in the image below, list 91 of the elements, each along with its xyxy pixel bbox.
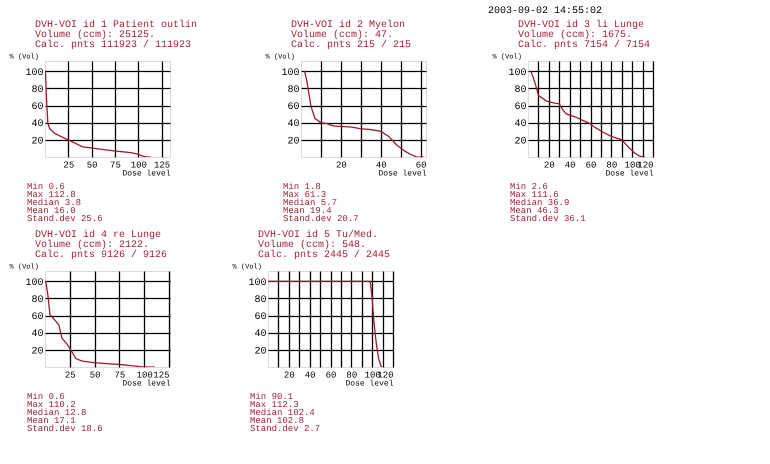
text: Median 102.4 xyxy=(250,408,315,418)
y-tick-label: 80 xyxy=(514,84,526,96)
line-series xyxy=(304,70,424,157)
chart-title: DVH-VOI id 4 re Lunge xyxy=(35,229,162,241)
text: Mean 17.1 xyxy=(27,416,76,426)
text: Mean 19.4 xyxy=(283,206,332,216)
y-tick-label: 20 xyxy=(254,346,266,358)
y-tick-label: 80 xyxy=(31,84,44,96)
x-tick-label: 80 xyxy=(606,160,618,170)
y-tick-label: 100 xyxy=(25,68,44,79)
x-axis-title: Dose level xyxy=(122,380,171,388)
y-tick-label: 80 xyxy=(31,294,44,306)
y-tick-label: 20 xyxy=(31,136,44,148)
x-tick-label: 50 xyxy=(90,370,101,380)
text: Median 36.9 xyxy=(510,198,570,208)
y-tick-label: 40 xyxy=(31,119,44,130)
y-tick-label: 100 xyxy=(248,278,266,289)
x-tick-label: 20 xyxy=(336,160,347,170)
x-tick-label: 20 xyxy=(544,160,555,170)
chart-subtitle: Volume (ccm): 47. Calc. pnts 215 / 215 xyxy=(291,29,412,51)
x-tick-label: 60 xyxy=(416,160,427,170)
x-tick-label: 80 xyxy=(346,370,358,380)
text: Max 112.3 xyxy=(250,400,299,410)
line-series xyxy=(45,280,155,367)
y-tick-label: 100 xyxy=(25,278,44,289)
x-tick-label: 125 xyxy=(154,160,170,170)
text: Mean 102.8 xyxy=(250,416,304,426)
x-axis-title: Dose level xyxy=(605,170,654,178)
y-tick-label: 40 xyxy=(254,329,266,340)
y-tick-label: 60 xyxy=(514,102,526,114)
x-axis-title: Dose level xyxy=(122,170,171,178)
text: Max 110.2 xyxy=(27,400,76,410)
text: Min 2.6 xyxy=(510,182,548,192)
y-tick-label: 20 xyxy=(514,136,526,148)
x-tick-label: 40 xyxy=(376,160,387,170)
y-tick-label: 60 xyxy=(31,312,44,324)
text: Stand.dev 36.1 xyxy=(510,214,586,224)
y-tick-label: 60 xyxy=(31,102,44,114)
x-tick-label: 125 xyxy=(153,370,170,380)
text: Max 112.8 xyxy=(27,190,76,200)
y-tick-label: 40 xyxy=(514,119,526,130)
chart-title: DVH-VOI id 3 li Lunge xyxy=(518,19,644,31)
text: Median 5.7 xyxy=(283,198,338,208)
chart-subtitle: Volume (ccm): 548. Calc. pnts 2445 / 2445 xyxy=(258,239,390,261)
x-axis-title: Dose level xyxy=(378,170,427,178)
text: Stand.dev 2.7 xyxy=(250,424,320,434)
text: Median 3.8 xyxy=(27,198,82,208)
text: 2003-09-02 14:55:02 xyxy=(488,6,602,17)
y-tick-label: 60 xyxy=(287,102,300,114)
y-tick-label: 100 xyxy=(508,68,526,79)
x-tick-label: 40 xyxy=(564,160,576,170)
text: Min 1.8 xyxy=(283,182,321,192)
line-series xyxy=(530,70,645,157)
line-series xyxy=(45,70,151,157)
y-tick-label: 100 xyxy=(281,68,300,79)
text: Stand.dev 20.7 xyxy=(283,214,359,224)
x-tick-label: 25 xyxy=(63,160,74,170)
text: Min 90.1 xyxy=(250,392,294,402)
text: Min 0.6 xyxy=(27,182,65,192)
text: Median 12.8 xyxy=(27,408,86,418)
y-tick-label: 40 xyxy=(287,119,300,130)
x-tick-label: 75 xyxy=(114,370,126,380)
text: Stand.dev 25.6 xyxy=(27,214,103,224)
x-tick-label: 50 xyxy=(86,160,98,170)
text: Mean 46.3 xyxy=(510,206,559,216)
y-tick-label: 60 xyxy=(254,312,266,324)
x-tick-label: 60 xyxy=(586,160,596,170)
y-tick-label: 80 xyxy=(287,84,300,96)
x-tick-label: 100 xyxy=(136,370,153,380)
chart-title: DVH-VOI id 5 Tu/Med. xyxy=(258,229,378,241)
chart-title: DVH-VOI id 2 Myelon xyxy=(291,19,406,31)
chart-subtitle: Volume (ccm): 2122. Calc. pnts 9126 / 9126 xyxy=(35,239,168,261)
x-tick-label: 75 xyxy=(110,160,121,170)
y-tick-label: 40 xyxy=(31,329,44,340)
x-tick-label: 40 xyxy=(304,370,316,380)
x-tick-label: 100 xyxy=(130,160,147,170)
x-axis-title: Dose level xyxy=(345,380,394,388)
y-tick-label: 80 xyxy=(254,294,266,306)
chart-subtitle: Volume (ccm): 25125. Calc. pnts 111923 / 111923 xyxy=(35,29,192,51)
y-tick-label: 20 xyxy=(287,136,300,148)
text: Min 0.6 xyxy=(27,392,65,402)
text: Mean 16.0 xyxy=(27,206,76,216)
chart-subtitle: Volume (ccm): 1675. Calc. pnts 7154 / 7154 xyxy=(518,29,650,51)
line-series xyxy=(268,280,383,367)
x-tick-label: 25 xyxy=(64,370,76,380)
text: Max 61.3 xyxy=(283,190,326,200)
chart-title: DVH-VOI id 1 Patient outlin xyxy=(35,19,198,31)
y-tick-label: 20 xyxy=(31,346,44,358)
x-tick-label: 60 xyxy=(326,370,336,380)
text: Max 111.6 xyxy=(510,190,559,200)
text: Stand.dev 18.6 xyxy=(27,424,103,434)
